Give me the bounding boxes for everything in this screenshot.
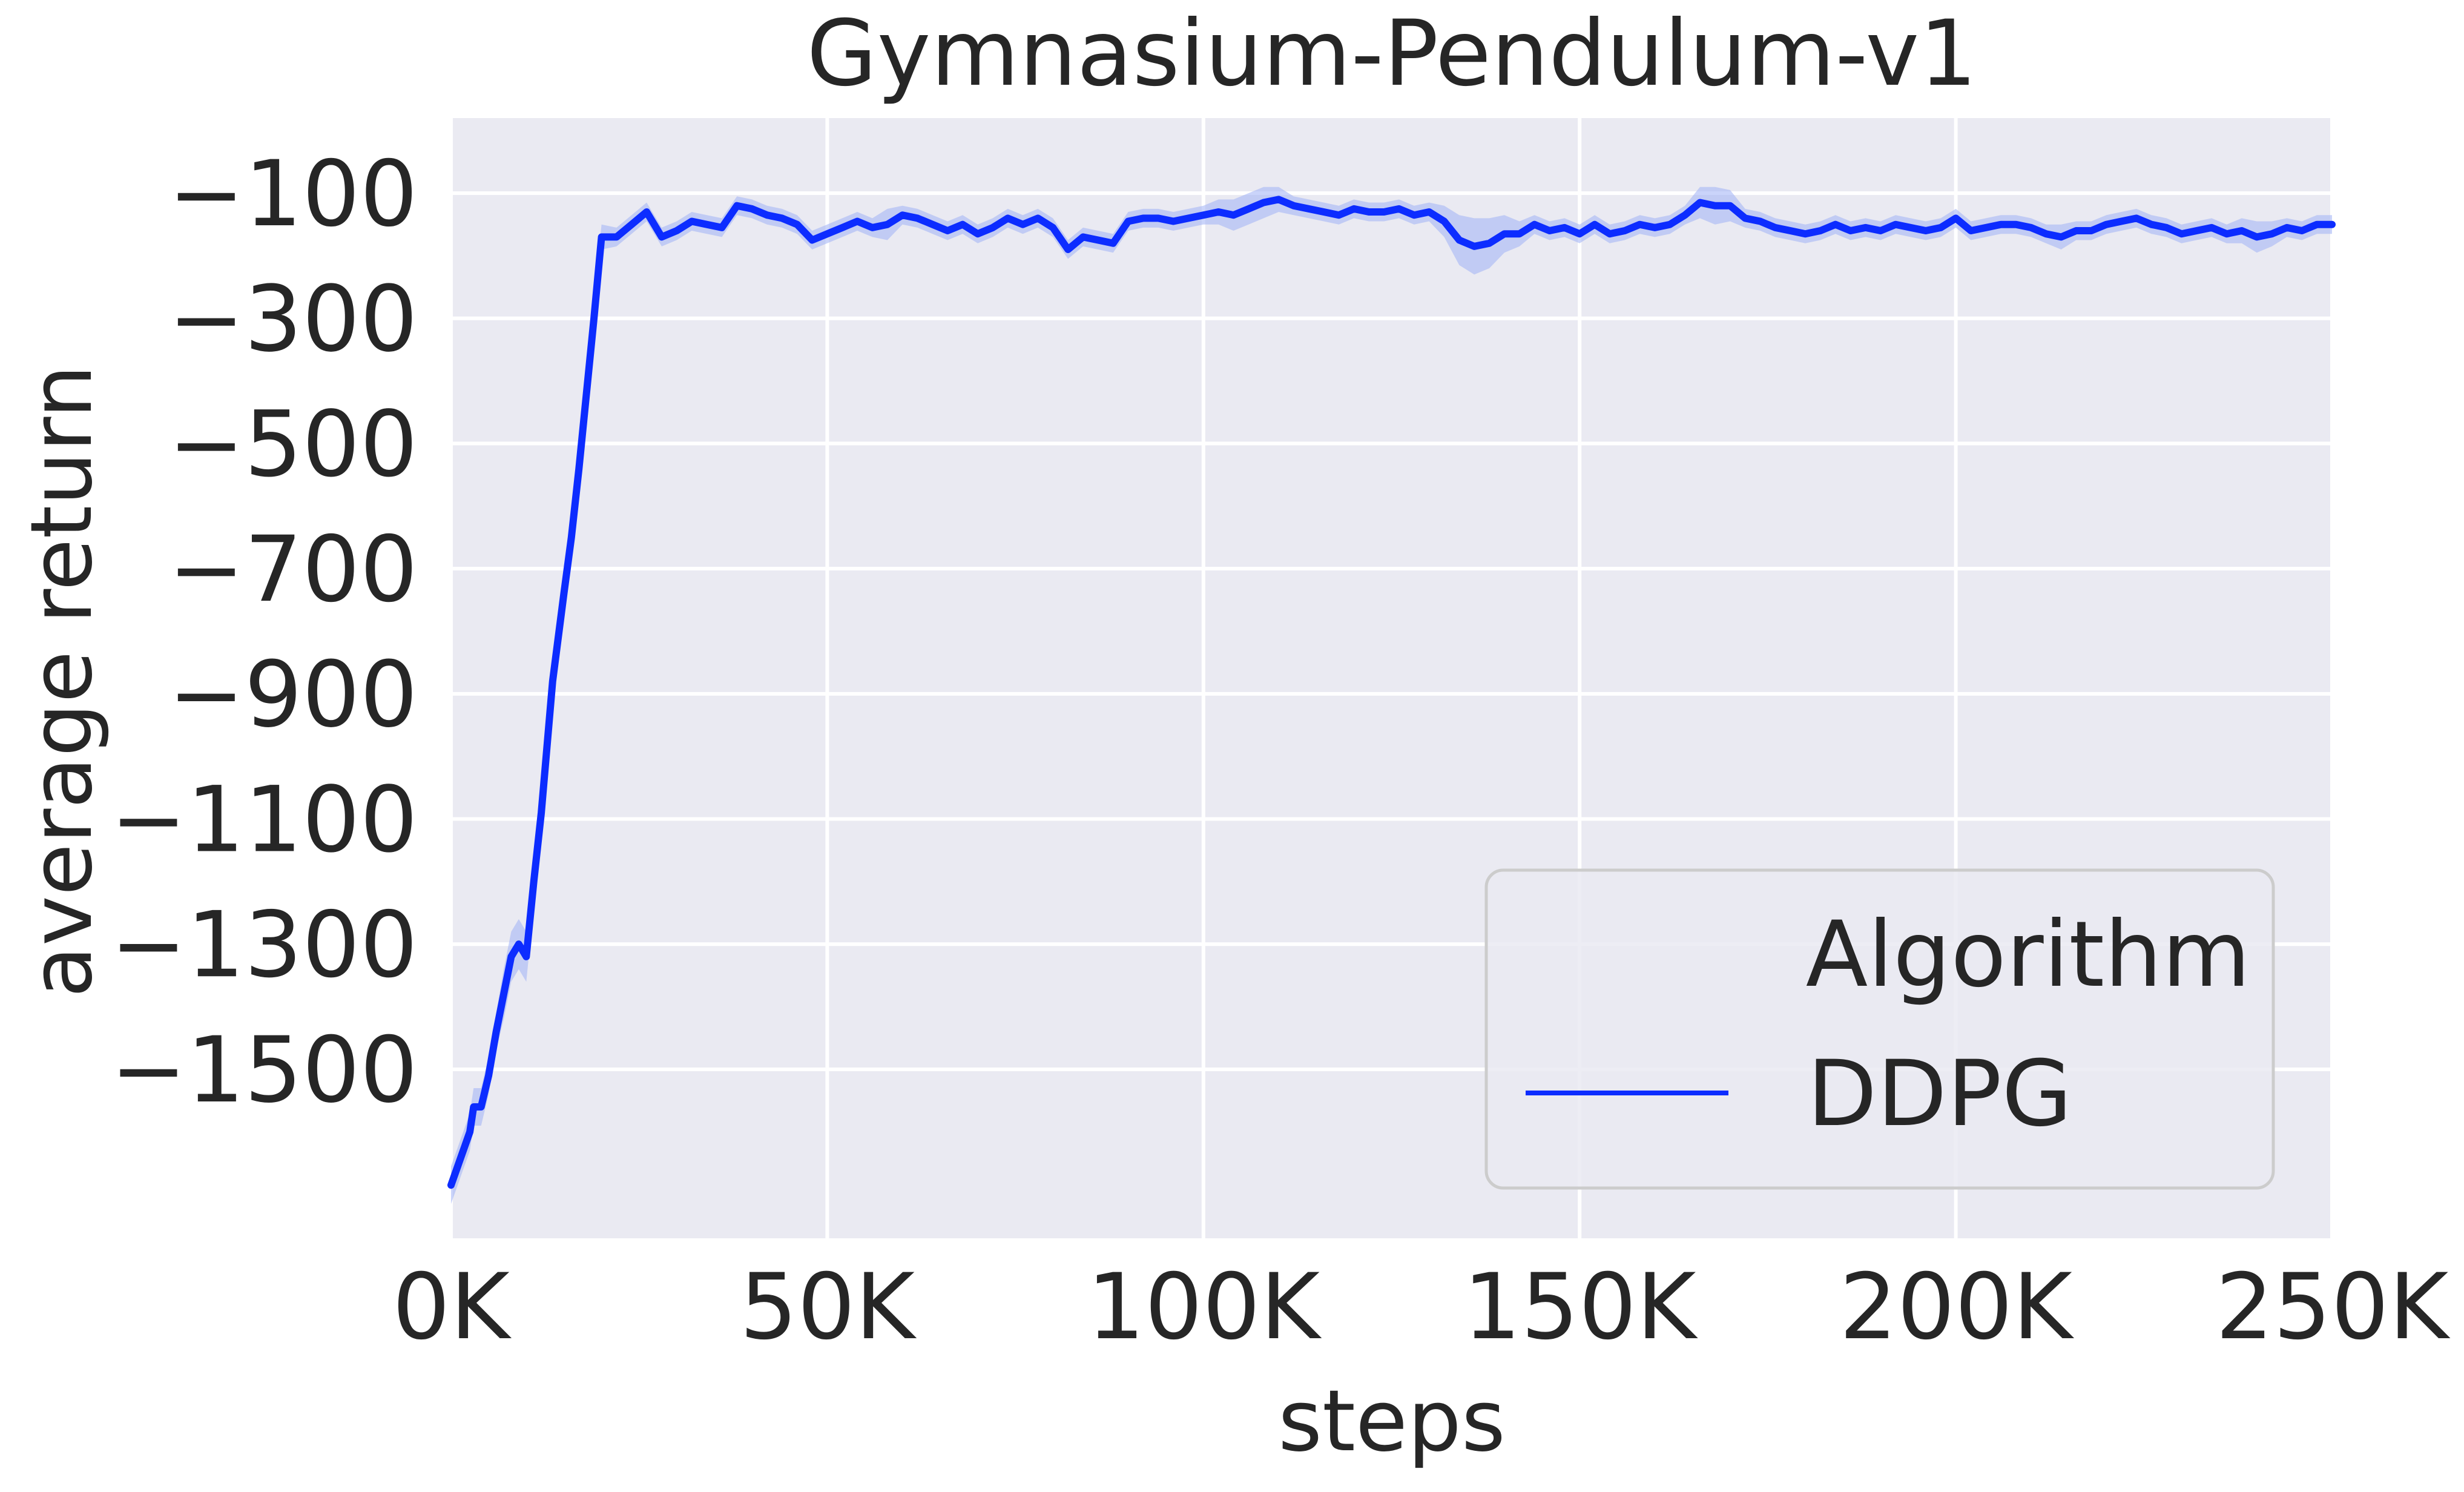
y-tick-labels: −100 −300 −500 −700 −900 −1100 −1300 −1500 bbox=[111, 142, 418, 1123]
x-tick-label: 250K bbox=[2216, 1255, 2451, 1360]
x-tick-label: 0K bbox=[392, 1255, 512, 1360]
x-axis-label: steps bbox=[1278, 1372, 1506, 1471]
series-line-ddpg bbox=[447, 196, 2336, 1189]
grid-lines bbox=[449, 118, 2334, 1238]
x-tick-label: 100K bbox=[1087, 1255, 1322, 1360]
y-tick-label: −900 bbox=[168, 642, 418, 748]
x-tick-label: 50K bbox=[740, 1255, 917, 1360]
chart-title: Gymnasium-Pendulum-v1 bbox=[806, 1, 1977, 107]
legend-entry-ddpg: DDPG bbox=[1807, 1041, 2072, 1147]
x-tick-label: 150K bbox=[1463, 1255, 1698, 1360]
x-tick-labels: 0K 50K 100K 150K 200K 250K bbox=[392, 1255, 2451, 1360]
legend: Algorithm DDPG bbox=[1484, 868, 2275, 1190]
y-axis-label: average return bbox=[13, 365, 111, 998]
y-tick-label: −100 bbox=[168, 142, 418, 247]
y-tick-label: −300 bbox=[168, 267, 418, 372]
legend-box bbox=[1484, 868, 2275, 1190]
y-tick-label: −700 bbox=[168, 517, 418, 622]
legend-title: Algorithm bbox=[1806, 902, 2251, 1008]
y-tick-label: −1300 bbox=[111, 893, 418, 998]
y-tick-label: −1100 bbox=[111, 768, 418, 873]
y-tick-label: −1500 bbox=[111, 1018, 418, 1123]
y-tick-label: −500 bbox=[168, 392, 418, 497]
series-lines bbox=[447, 196, 2336, 1189]
x-tick-label: 200K bbox=[1839, 1255, 2074, 1360]
